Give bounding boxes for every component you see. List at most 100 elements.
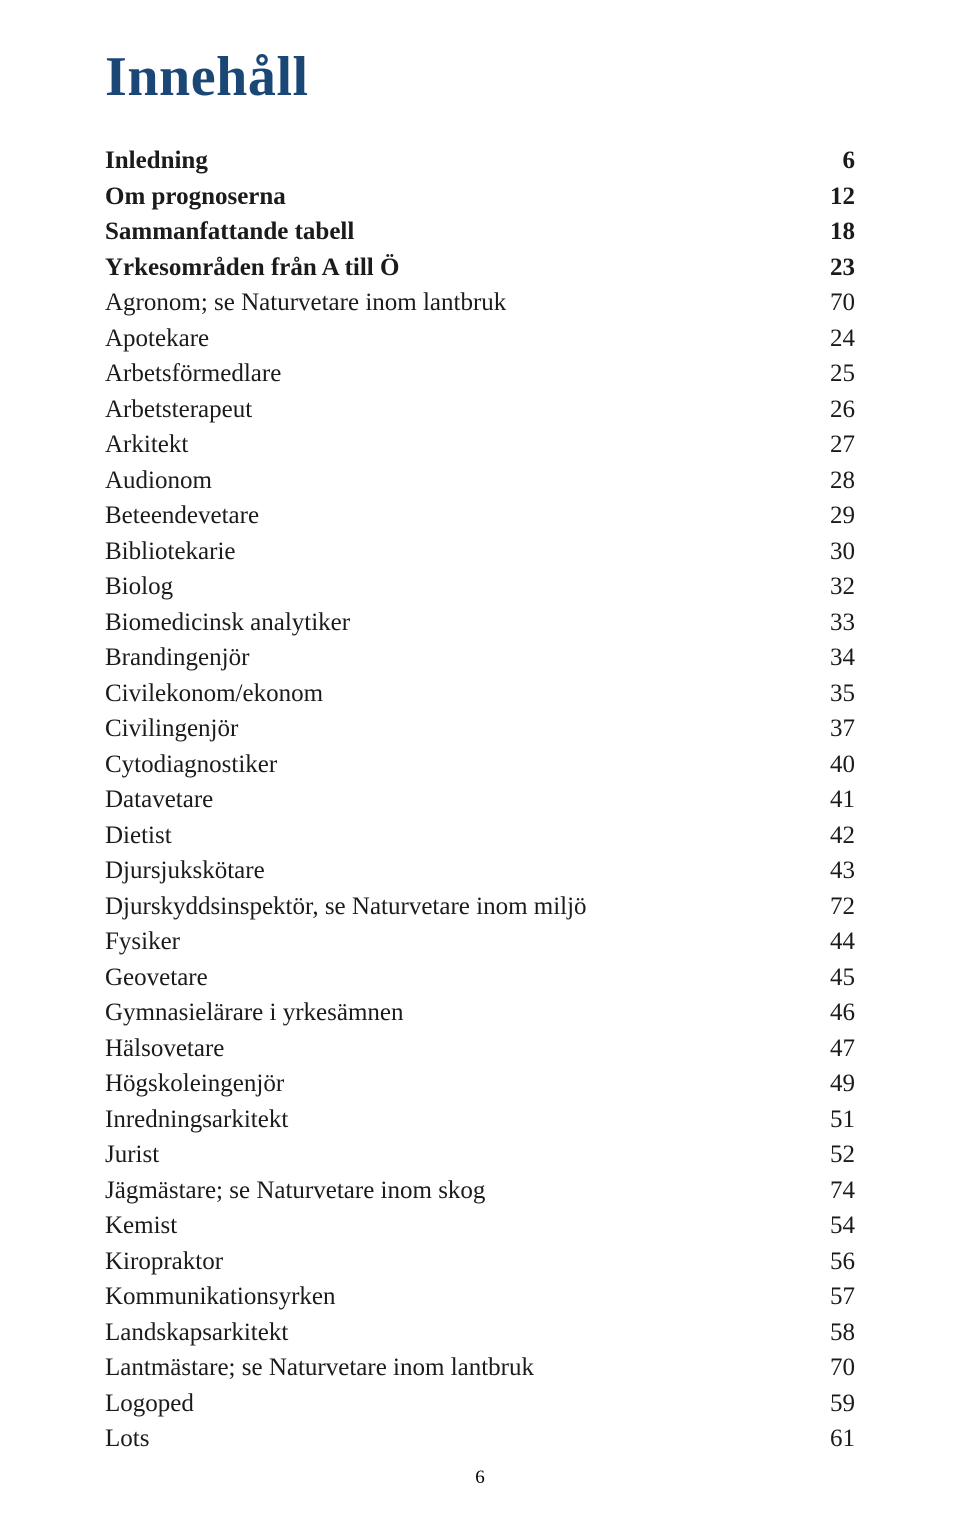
toc-row: Logoped 59 (105, 1386, 855, 1422)
toc-row: Landskapsarkitekt 58 (105, 1315, 855, 1351)
toc-row: Kemist 54 (105, 1208, 855, 1244)
document-page: Innehåll Inledning6Om prognoserna12Samma… (0, 0, 960, 1531)
toc-page: 70 (815, 1350, 855, 1386)
toc-page: 42 (815, 818, 855, 854)
toc-page: 28 (815, 463, 855, 499)
toc-page: 12 (815, 179, 855, 215)
toc-label: Djurskyddsinspektör, se Naturvetare inom… (105, 889, 803, 925)
toc-page: 24 (815, 321, 855, 357)
toc-label: Jägmästare; se Naturvetare inom skog (105, 1173, 803, 1209)
toc-page: 41 (815, 782, 855, 818)
toc-page: 49 (815, 1066, 855, 1102)
toc-page: 58 (815, 1315, 855, 1351)
toc-row: Jägmästare; se Naturvetare inom skog 74 (105, 1173, 855, 1209)
toc-row: Brandingenjör34 (105, 640, 855, 676)
page-title: Innehåll (105, 45, 855, 109)
toc-row: Agronom; se Naturvetare inom lantbruk70 (105, 285, 855, 321)
toc-page: 25 (815, 356, 855, 392)
toc-label: Apotekare (105, 321, 803, 357)
toc-page: 35 (815, 676, 855, 712)
toc-label: Lots (105, 1421, 803, 1457)
page-number: 6 (0, 1467, 960, 1489)
toc-row: Cytodiagnostiker 40 (105, 747, 855, 783)
toc-page: 70 (815, 285, 855, 321)
toc-row: Arkitekt 27 (105, 427, 855, 463)
toc-page: 54 (815, 1208, 855, 1244)
toc-label: Hälsovetare (105, 1031, 803, 1067)
toc-label: Kemist (105, 1208, 803, 1244)
toc-page: 47 (815, 1031, 855, 1067)
toc-label: Landskapsarkitekt (105, 1315, 803, 1351)
toc-row: Apotekare 24 (105, 321, 855, 357)
toc-row: Audionom 28 (105, 463, 855, 499)
toc-label: Brandingenjör (105, 640, 803, 676)
toc-row: Geovetare45 (105, 960, 855, 996)
toc-page: 29 (815, 498, 855, 534)
toc-label: Audionom (105, 463, 803, 499)
toc-page: 46 (815, 995, 855, 1031)
toc-label: Kommunikationsyrken (105, 1279, 803, 1315)
toc-row: Lantmästare; se Naturvetare inom lantbru… (105, 1350, 855, 1386)
toc-row: Hälsovetare 47 (105, 1031, 855, 1067)
toc-page: 57 (815, 1279, 855, 1315)
toc-row: Arbetsförmedlare25 (105, 356, 855, 392)
toc-label: Civilingenjör (105, 711, 803, 747)
toc-label: Arbetsterapeut (105, 392, 803, 428)
toc-label: Biomedicinsk analytiker (105, 605, 803, 641)
toc-row: Datavetare41 (105, 782, 855, 818)
toc-row: Kiropraktor56 (105, 1244, 855, 1280)
toc-page: 32 (815, 569, 855, 605)
toc-label: Yrkesområden från A till Ö (105, 250, 803, 286)
toc-page: 72 (815, 889, 855, 925)
toc-label: Logoped (105, 1386, 803, 1422)
toc-page: 37 (815, 711, 855, 747)
toc-label: Civilekonom/ekonom (105, 676, 803, 712)
toc-row: Bibliotekarie30 (105, 534, 855, 570)
toc-label: Dietist (105, 818, 803, 854)
toc-page: 61 (815, 1421, 855, 1457)
toc-row: Inredningsarkitekt51 (105, 1102, 855, 1138)
toc-page: 74 (815, 1173, 855, 1209)
toc-row: Sammanfattande tabell 18 (105, 214, 855, 250)
toc-page: 6 (815, 143, 855, 179)
toc-label: Lantmästare; se Naturvetare inom lantbru… (105, 1350, 803, 1386)
toc-page: 43 (815, 853, 855, 889)
toc-label: Fysiker (105, 924, 803, 960)
toc-page: 59 (815, 1386, 855, 1422)
toc-label: Högskoleingenjör (105, 1066, 803, 1102)
toc-label: Om prognoserna (105, 179, 803, 215)
toc-label: Biolog (105, 569, 803, 605)
toc-page: 27 (815, 427, 855, 463)
toc-row: Djurskyddsinspektör, se Naturvetare inom… (105, 889, 855, 925)
toc-row: Gymnasielärare i yrkesämnen 46 (105, 995, 855, 1031)
toc-row: Jurist 52 (105, 1137, 855, 1173)
toc-row: Djursjukskötare 43 (105, 853, 855, 889)
toc-label: Sammanfattande tabell (105, 214, 803, 250)
toc-label: Geovetare (105, 960, 803, 996)
toc-page: 52 (815, 1137, 855, 1173)
toc-row: Arbetsterapeut 26 (105, 392, 855, 428)
toc-label: Djursjukskötare (105, 853, 803, 889)
toc-page: 26 (815, 392, 855, 428)
toc-label: Arkitekt (105, 427, 803, 463)
toc-row: Biolog 32 (105, 569, 855, 605)
toc-page: 18 (815, 214, 855, 250)
toc-page: 51 (815, 1102, 855, 1138)
toc-page: 40 (815, 747, 855, 783)
table-of-contents: Inledning6Om prognoserna12Sammanfattande… (105, 143, 855, 1457)
toc-label: Inledning (105, 143, 803, 179)
toc-row: Om prognoserna 12 (105, 179, 855, 215)
toc-row: Fysiker44 (105, 924, 855, 960)
toc-label: Gymnasielärare i yrkesämnen (105, 995, 803, 1031)
toc-row: Biomedicinsk analytiker33 (105, 605, 855, 641)
toc-label: Bibliotekarie (105, 534, 803, 570)
toc-row: Yrkesområden från A till Ö23 (105, 250, 855, 286)
toc-label: Jurist (105, 1137, 803, 1173)
toc-label: Kiropraktor (105, 1244, 803, 1280)
toc-row: Dietist 42 (105, 818, 855, 854)
toc-label: Cytodiagnostiker (105, 747, 803, 783)
toc-row: Lots 61 (105, 1421, 855, 1457)
toc-row: Kommunikationsyrken 57 (105, 1279, 855, 1315)
toc-label: Beteendevetare (105, 498, 803, 534)
toc-row: Civilingenjör 37 (105, 711, 855, 747)
